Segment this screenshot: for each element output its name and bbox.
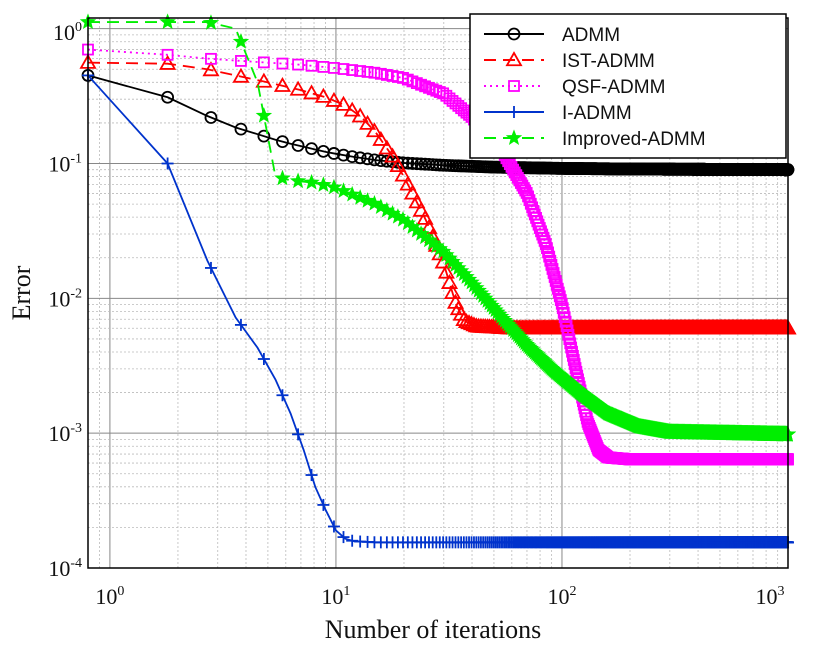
data-point — [161, 90, 175, 104]
data-point — [412, 201, 430, 217]
data-point — [401, 156, 415, 170]
data-point — [276, 135, 289, 149]
series-layer — [79, 13, 797, 549]
data-point — [204, 111, 218, 124]
marker-circle — [234, 122, 248, 136]
data-point — [334, 95, 353, 111]
data-point — [159, 54, 177, 70]
marker-triangle — [159, 54, 177, 70]
marker-circle — [368, 153, 381, 167]
data-point — [353, 151, 367, 165]
data-point — [361, 152, 374, 166]
data-point — [359, 114, 377, 130]
marker-triangle — [403, 184, 421, 200]
marker-circle — [291, 139, 305, 152]
marker-triangle — [289, 80, 307, 96]
marker-triangle — [343, 101, 361, 117]
marker-triangle — [399, 175, 417, 191]
marker-circle — [401, 156, 415, 170]
marker-triangle — [302, 84, 321, 100]
marker-triangle — [359, 114, 377, 130]
data-point — [345, 150, 359, 163]
data-point — [389, 157, 407, 173]
data-point — [234, 122, 248, 136]
data-point — [255, 72, 273, 88]
marker-triangle — [416, 209, 434, 225]
data-point — [305, 142, 318, 156]
data-point — [416, 209, 434, 225]
marker-triangle — [412, 201, 430, 217]
data-point — [337, 148, 350, 162]
data-point — [378, 139, 396, 155]
marker-triangle — [389, 157, 407, 173]
marker-circle — [406, 157, 419, 170]
series-markers — [79, 53, 797, 335]
marker-circle — [257, 129, 271, 143]
data-point — [440, 274, 459, 289]
data-point — [314, 87, 332, 103]
data-point — [394, 166, 412, 182]
marker-circle — [410, 157, 424, 171]
data-point — [325, 91, 343, 107]
marker-triangle — [325, 91, 343, 107]
data-point — [291, 139, 305, 152]
marker-triangle — [232, 67, 250, 83]
marker-triangle — [372, 130, 390, 146]
data-point — [257, 129, 271, 143]
marker-triangle — [437, 263, 455, 279]
marker-circle — [204, 111, 218, 124]
marker-circle — [345, 150, 359, 163]
marker-circle — [276, 135, 289, 149]
marker-triangle — [351, 107, 369, 123]
data-point — [351, 107, 369, 123]
marker-triangle — [202, 61, 220, 77]
marker-circle — [361, 152, 374, 166]
marker-circle — [337, 148, 350, 162]
data-point — [365, 122, 383, 138]
data-point — [202, 61, 220, 77]
marker-circle — [161, 90, 175, 104]
series-ist-admm — [79, 53, 797, 335]
marker-triangle — [365, 122, 383, 138]
data-point — [408, 193, 426, 209]
marker-triangle — [440, 274, 459, 289]
data-point — [443, 284, 462, 300]
marker-triangle — [408, 193, 426, 209]
marker-triangle — [334, 95, 353, 111]
marker-triangle — [273, 76, 292, 92]
marker-triangle — [383, 147, 402, 163]
marker-circle — [305, 142, 318, 156]
series-admm — [81, 69, 795, 177]
data-point — [343, 101, 361, 117]
marker-triangle — [378, 139, 396, 155]
data-point — [406, 157, 419, 170]
data-point — [437, 263, 455, 279]
marker-triangle — [314, 87, 332, 103]
data-point — [232, 67, 250, 83]
marker-circle — [353, 151, 367, 165]
data-point — [410, 157, 424, 171]
data-point — [372, 130, 390, 146]
data-point — [383, 147, 402, 163]
marker-triangle — [443, 284, 462, 300]
marker-triangle — [255, 72, 273, 88]
data-point — [302, 84, 321, 100]
data-point — [327, 147, 341, 160]
data-point — [403, 184, 421, 200]
series-markers — [81, 69, 795, 177]
data-point — [273, 76, 292, 92]
data-point — [399, 175, 417, 191]
marker-circle — [327, 147, 341, 160]
marker-triangle — [394, 166, 412, 182]
data-point — [368, 153, 381, 167]
data-point — [289, 80, 307, 96]
